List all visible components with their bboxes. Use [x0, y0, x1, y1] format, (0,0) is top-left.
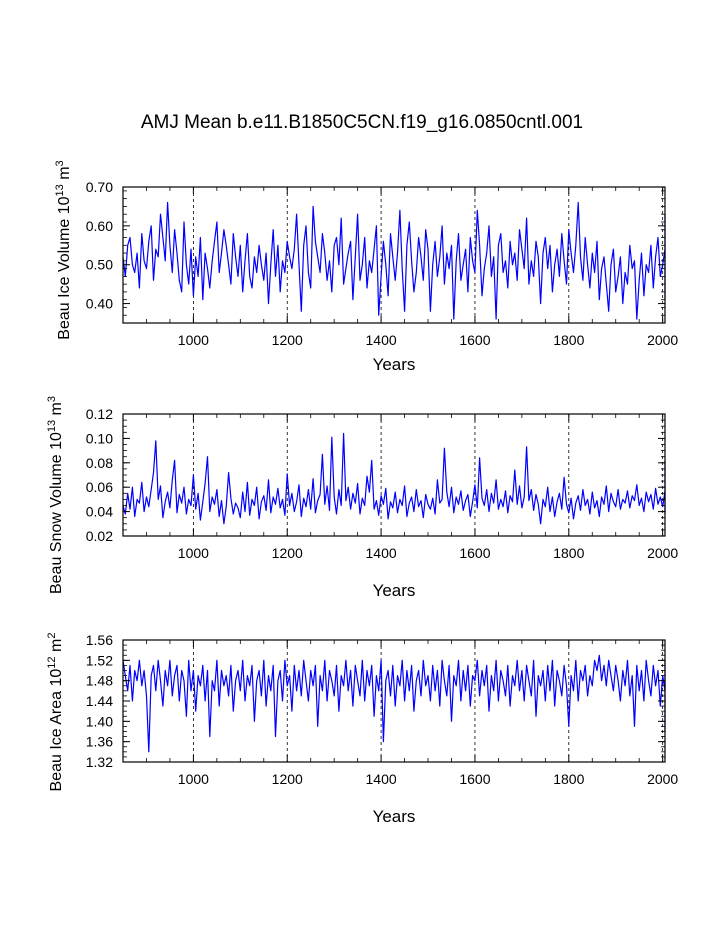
x-tick-label: 1800 [553, 771, 584, 787]
y-tick-label: 0.02 [86, 528, 113, 544]
y-tick-label: 0.08 [86, 455, 113, 471]
x-tick-label: 1000 [178, 332, 209, 348]
figure-title: AMJ Mean b.e11.B1850C5CN.f19_g16.0850cnt… [141, 112, 583, 133]
x-tick-label: 1200 [272, 771, 303, 787]
x-tick-label: 2000 [647, 545, 678, 561]
y-tick-label: 1.36 [86, 734, 113, 750]
y-tick-label: 1.40 [86, 713, 113, 729]
y-tick-label: 0.50 [86, 257, 113, 273]
series-line-snow-volume [122, 432, 666, 525]
y-tick-label: 0.60 [86, 218, 113, 234]
x-tick-label: 1600 [459, 332, 490, 348]
series-line-ice-area [122, 654, 666, 753]
x-tick-label: 1800 [553, 332, 584, 348]
panel-3-xlabel: Years [373, 807, 416, 826]
y-tick-label: 1.48 [86, 673, 113, 689]
panel-3-ylabel: Beau Ice Area 1012 m2 [46, 633, 65, 792]
plot-frame [122, 639, 666, 763]
plot-frame [122, 186, 666, 324]
panel-snow-volume: Beau Snow Volume 1013 m3 Years 1000 1200 1… [46, 396, 678, 600]
x-tick-label: 2000 [647, 771, 678, 787]
x-tick-label: 1800 [553, 545, 584, 561]
x-tick-label: 1200 [272, 332, 303, 348]
panel-ice-volume: Beau Ice Volume 1013 m3 Years 1000 1200 14… [54, 160, 678, 374]
panel-3-plot: 1000 1200 1400 1600 1800 2000 1.32 1.36 1.40 1.44… [86, 632, 679, 787]
panel-ice-area: Beau Ice Area 1012 m2 Years 1000 1200 1400… [46, 632, 678, 826]
y-tick-label: 1.32 [86, 754, 113, 770]
plot-frame [122, 413, 666, 537]
y-tick-label: 1.56 [86, 632, 113, 648]
x-tick-label: 1000 [178, 771, 209, 787]
x-tick-label: 1400 [366, 332, 397, 348]
x-tick-label: 1600 [459, 545, 490, 561]
y-tick-label: 0.06 [86, 479, 113, 495]
x-tick-label: 1600 [459, 771, 490, 787]
y-tick-label: 0.10 [86, 430, 113, 446]
x-tick-label: 1400 [366, 545, 397, 561]
panel-2-ylabel: Beau Snow Volume 1013 m3 [46, 396, 65, 594]
y-tick-label: 0.04 [86, 504, 113, 520]
panel-1-plot: 1000 1200 1400 1600 1800 2000 0.40 0.50 0.60 0.70 [86, 179, 679, 348]
x-tick-label: 2000 [647, 332, 678, 348]
panel-1-ylabel: Beau Ice Volume 1013 m3 [54, 160, 73, 339]
x-tick-label: 1400 [366, 771, 397, 787]
x-tick-label: 1200 [272, 545, 303, 561]
series-line-ice-volume [122, 201, 666, 320]
y-tick-label: 0.70 [86, 179, 113, 195]
panel-1-xlabel: Years [373, 355, 416, 374]
x-tick-label: 1000 [178, 545, 209, 561]
panel-2-xlabel: Years [373, 581, 416, 600]
panel-2-plot: 1000 1200 1400 1600 1800 2000 0.02 0.04 0.06 0.08… [86, 406, 679, 561]
y-tick-label: 1.44 [86, 693, 113, 709]
y-tick-label: 0.12 [86, 406, 113, 422]
y-tick-label: 1.52 [86, 652, 113, 668]
y-tick-label: 0.40 [86, 296, 113, 312]
